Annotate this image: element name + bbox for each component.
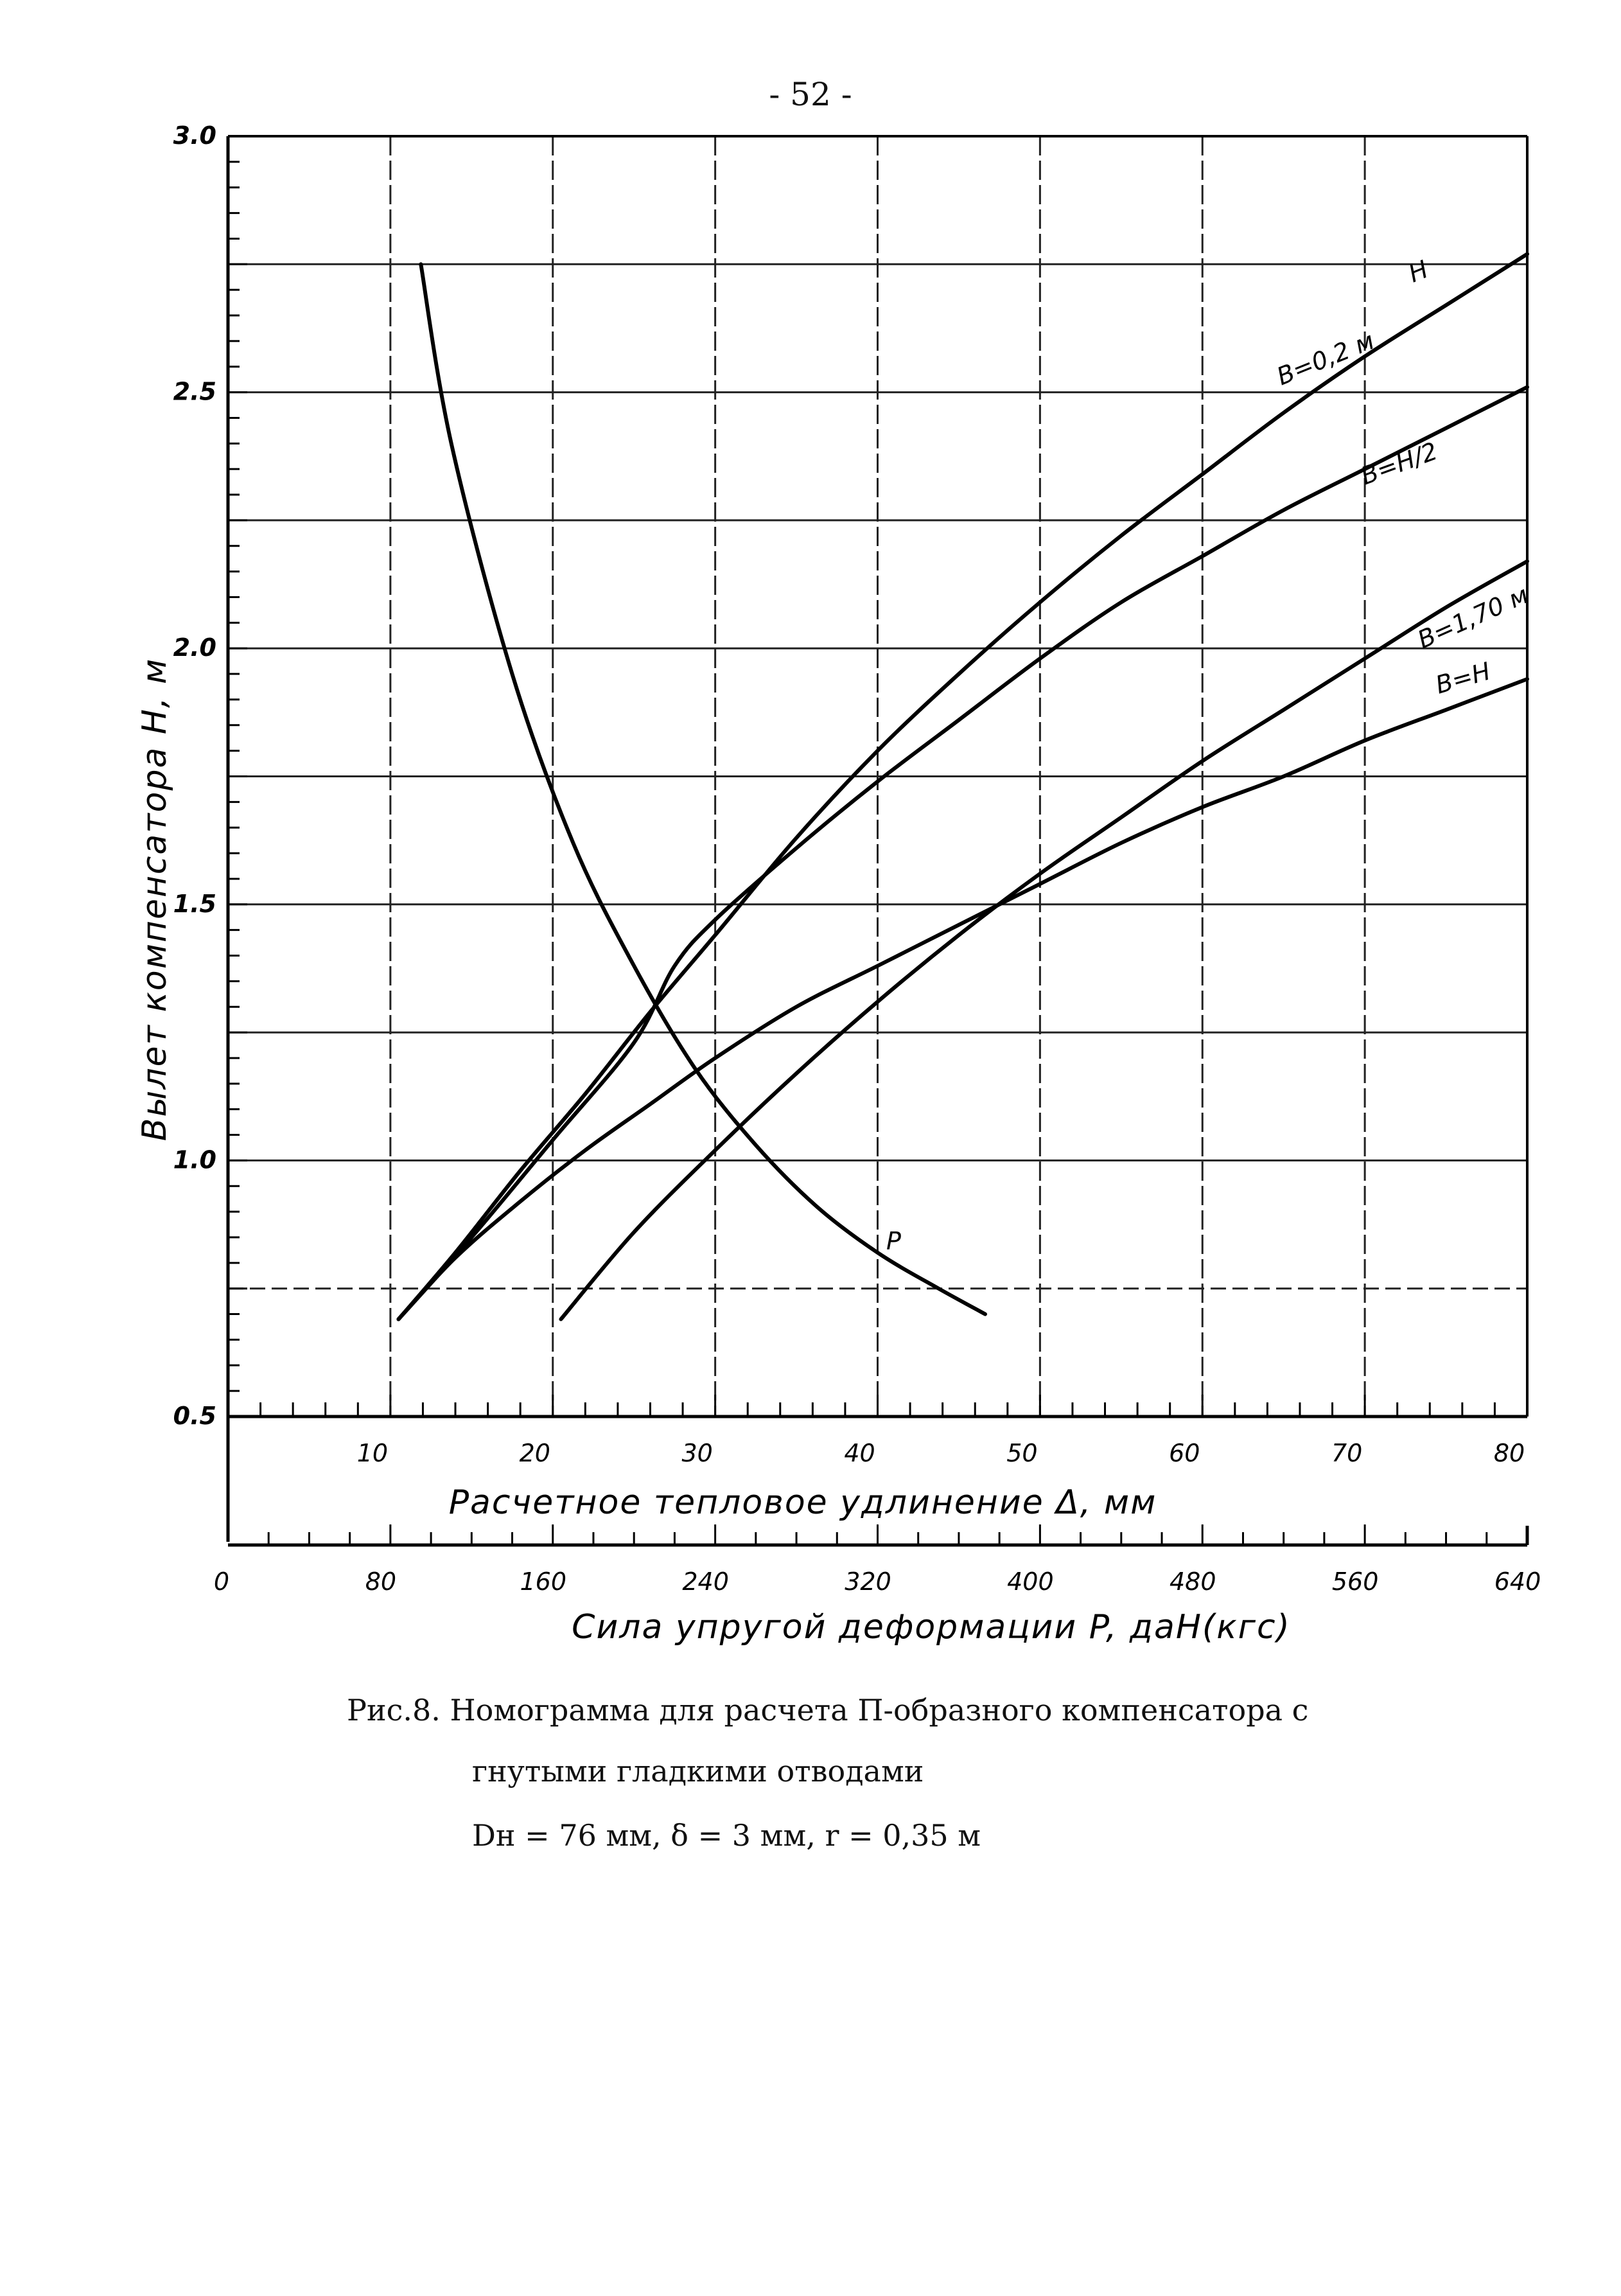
figure-caption-line3: Dн = 76 мм, δ = 3 мм, r = 0,35 м	[472, 1818, 981, 1853]
x-tick-label: 40	[844, 1439, 875, 1467]
y-tick-label: 3.0	[173, 121, 216, 150]
y-tick-labels: 0.5 1.0 1.5 2.0 2.5 3.0	[173, 121, 216, 1430]
x-tick-label: 20	[520, 1439, 550, 1467]
y-tick-label: 2.0	[173, 633, 216, 662]
x2-tick-label: 640	[1494, 1567, 1541, 1596]
page-number: - 52 -	[769, 76, 852, 113]
x2-tick-label: 560	[1332, 1567, 1379, 1596]
x-axis-title: Расчетное тепловое удлинение Δ, мм	[449, 1483, 1157, 1522]
label-b-h: B=H	[1432, 657, 1493, 700]
x-tick-label: 80	[1494, 1439, 1525, 1467]
x-tick-label: 50	[1006, 1439, 1037, 1467]
x2-tick-label: 320	[845, 1567, 891, 1596]
series-line-3	[396, 677, 1529, 1321]
figure-caption-line1: Рис.8. Номограмма для расчета П-образног…	[347, 1693, 1309, 1727]
x2-tick-labels: 0 80 160 240 320 400 480 560 640	[214, 1567, 1541, 1596]
label-H: H	[1405, 255, 1432, 288]
figure-caption-line2: гнутыми гладкими отводами	[472, 1754, 924, 1788]
x-tick-labels: 10 20 30 40 50 60 70 80	[357, 1439, 1525, 1467]
y-tick-label: 2.5	[173, 378, 216, 406]
x-tick-label: 10	[357, 1439, 388, 1467]
x-tick-label: 60	[1169, 1439, 1200, 1467]
grid	[228, 136, 1527, 1417]
axis-ticks	[228, 135, 1496, 1545]
series-line-2	[559, 559, 1529, 1321]
y-axis-title: Вылет компенсатора H, м	[136, 658, 174, 1142]
x2-axis-title: Сила упругой деформации P, даН(кгс)	[572, 1608, 1291, 1647]
x2-tick-label: 160	[520, 1567, 566, 1596]
y-tick-label: 1.0	[173, 1145, 216, 1174]
x2-tick-label: 0	[214, 1567, 229, 1596]
y-tick-label: 0.5	[173, 1402, 216, 1430]
x2-tick-label: 480	[1170, 1567, 1216, 1596]
label-b-h2: B=H/2	[1357, 437, 1441, 491]
x2-tick-label: 400	[1007, 1567, 1054, 1596]
x-tick-label: 70	[1331, 1439, 1362, 1467]
x2-tick-label: 240	[682, 1567, 729, 1596]
x-tick-label: 30	[681, 1439, 712, 1467]
series-line-4	[419, 262, 987, 1316]
x2-tick-label: 80	[365, 1567, 396, 1596]
label-P: P	[886, 1227, 901, 1255]
series-line-0	[396, 252, 1529, 1321]
curves	[396, 252, 1529, 1321]
y-tick-label: 1.5	[173, 890, 216, 918]
series-line-1	[396, 385, 1529, 1321]
